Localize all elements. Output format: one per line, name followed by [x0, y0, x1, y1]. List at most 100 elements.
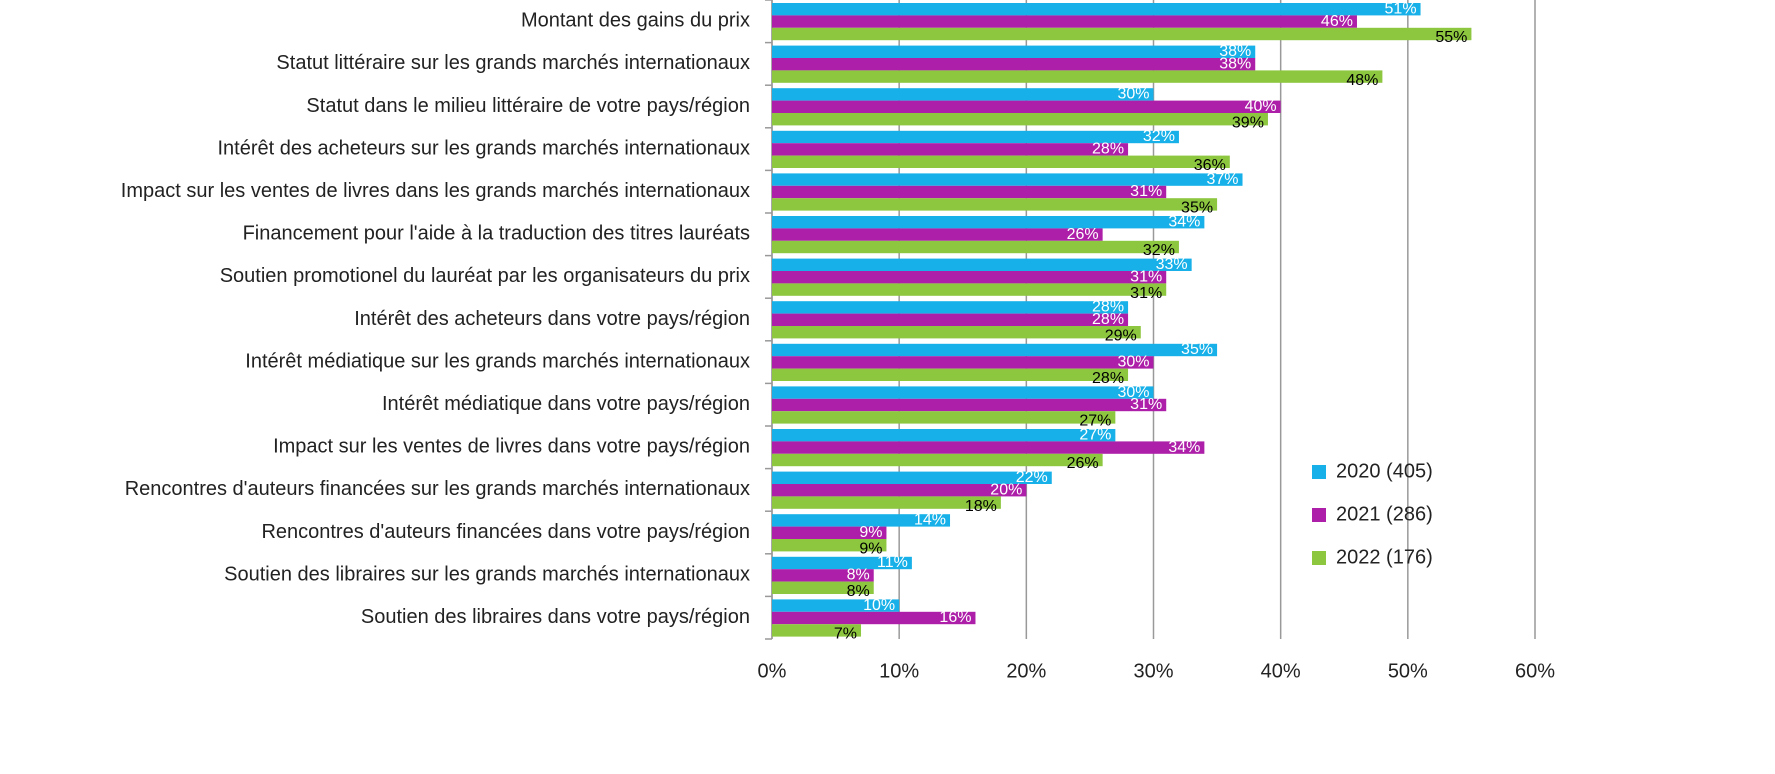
value-label: 9%: [859, 540, 882, 557]
y-tick-label: Intérêt médiatique sur les grands marché…: [245, 350, 750, 372]
bar: [772, 611, 976, 625]
bar: [772, 453, 1103, 467]
bar: [772, 326, 1141, 339]
bar: [772, 70, 1383, 83]
value-label: 32%: [1143, 128, 1175, 145]
value-label: 34%: [1168, 213, 1200, 230]
bar: [772, 484, 1027, 497]
y-tick-label: Intérêt des acheteurs dans votre pays/ré…: [354, 308, 750, 330]
bar: [772, 27, 1472, 41]
bar: [772, 386, 1154, 399]
legend-label: 2021 (286): [1336, 503, 1433, 525]
value-label: 33%: [1156, 256, 1188, 273]
bar: [772, 113, 1268, 126]
value-label: 36%: [1194, 157, 1226, 174]
bar: [772, 58, 1256, 71]
bar: [772, 441, 1205, 454]
value-label: 28%: [1092, 141, 1124, 158]
bar: [772, 130, 1179, 144]
bar: [772, 343, 1218, 357]
legend-swatch: [1312, 508, 1326, 522]
bar: [772, 496, 1001, 509]
bar: [772, 258, 1192, 271]
legend-swatch: [1312, 465, 1326, 479]
y-tick-label: Statut littéraire sur les grands marchés…: [276, 52, 750, 74]
bar: [772, 471, 1052, 484]
value-label: 40%: [1245, 98, 1277, 115]
bar: [772, 283, 1167, 296]
bar: [772, 88, 1154, 101]
value-label: 38%: [1219, 43, 1251, 60]
value-label: 51%: [1385, 0, 1417, 17]
bar: [772, 411, 1116, 424]
y-tick-label: Soutien des libraires dans votre pays/ré…: [361, 606, 750, 628]
value-label: 26%: [1067, 226, 1099, 243]
y-tick-label: Soutien promotionel du lauréat par les o…: [220, 265, 750, 287]
x-tick-label: 40%: [1261, 660, 1301, 682]
bar: [772, 539, 887, 552]
bar: [772, 429, 1116, 442]
value-label: 8%: [847, 567, 870, 584]
value-label: 7%: [834, 626, 857, 643]
value-label: 27%: [1079, 426, 1111, 443]
bar: [772, 398, 1167, 412]
y-tick-label: Intérêt médiatique dans votre pays/régio…: [382, 393, 750, 415]
y-tick-label: Statut dans le milieu littéraire de votr…: [306, 95, 750, 117]
value-label: 35%: [1181, 200, 1213, 217]
bar: [772, 45, 1256, 58]
bar: [772, 216, 1205, 229]
x-tick-label: 50%: [1388, 660, 1428, 682]
value-label: 29%: [1105, 327, 1137, 344]
value-label: 46%: [1321, 13, 1353, 30]
y-tick-label: Impact sur les ventes de livres dans vot…: [273, 436, 750, 458]
legend-label: 2022 (176): [1336, 546, 1433, 568]
bar: [772, 313, 1129, 326]
bar: [772, 173, 1243, 186]
y-tick-label: Rencontres d'auteurs financées sur les g…: [125, 478, 750, 500]
bar: [772, 185, 1167, 199]
legend-swatch: [1312, 551, 1326, 565]
value-label: 14%: [914, 512, 946, 529]
value-label: 8%: [847, 583, 870, 600]
value-label: 28%: [1092, 311, 1124, 328]
value-label: 20%: [990, 481, 1022, 498]
value-label: 16%: [939, 609, 971, 626]
bar: [772, 15, 1357, 28]
value-label: 35%: [1181, 341, 1213, 358]
value-label: 18%: [965, 498, 997, 515]
bar: [772, 514, 951, 527]
bar: [772, 569, 874, 582]
y-tick-label: Montant des gains du prix: [521, 10, 750, 32]
x-tick-label: 60%: [1515, 660, 1555, 682]
x-tick-label: 10%: [879, 660, 919, 682]
value-label: 30%: [1117, 384, 1149, 401]
value-label: 22%: [1016, 469, 1048, 486]
value-label: 28%: [1092, 299, 1124, 316]
bar: [772, 271, 1167, 284]
value-label: 28%: [1092, 370, 1124, 387]
value-label: 31%: [1130, 396, 1162, 413]
value-label: 30%: [1117, 86, 1149, 103]
bar: [772, 143, 1129, 156]
y-tick-label: Impact sur les ventes de livres dans les…: [121, 180, 750, 202]
value-label: 11%: [877, 554, 908, 571]
x-tick-label: 20%: [1006, 660, 1046, 682]
value-label: 48%: [1346, 72, 1378, 89]
value-label: 55%: [1435, 29, 1467, 46]
y-tick-label: Financement pour l'aide à la traduction …: [243, 223, 750, 245]
value-label: 31%: [1130, 285, 1162, 302]
bar: [772, 599, 900, 612]
value-label: 31%: [1130, 183, 1162, 200]
y-tick-label: Soutien des libraires sur les grands mar…: [224, 563, 750, 585]
bar: [772, 368, 1129, 381]
bar: [772, 556, 912, 570]
y-tick-label: Intérêt des acheteurs sur les grands mar…: [217, 137, 750, 159]
bar: [772, 155, 1230, 168]
value-label: 31%: [1130, 268, 1162, 285]
bar: [772, 100, 1281, 113]
x-tick-label: 0%: [758, 660, 787, 682]
bar: [772, 301, 1129, 314]
value-label: 39%: [1232, 114, 1264, 131]
value-label: 37%: [1206, 171, 1238, 188]
